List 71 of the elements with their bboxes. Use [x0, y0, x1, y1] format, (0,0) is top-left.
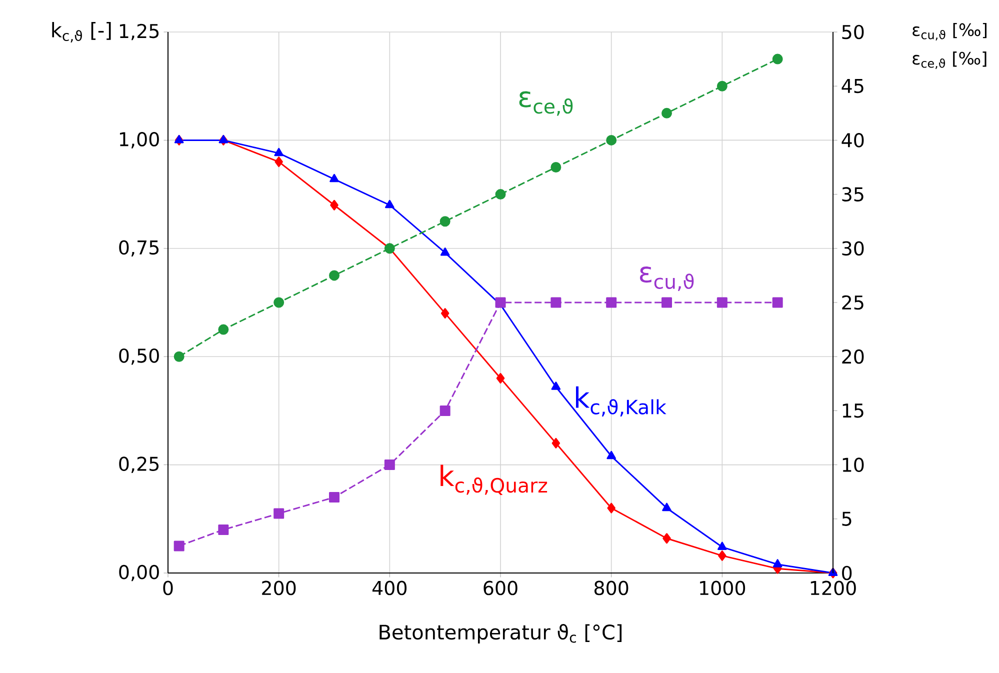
y-tick-label: 0,25 [119, 456, 159, 473]
point [716, 297, 728, 308]
y2-tick-label: 35 [842, 187, 864, 202]
point [662, 533, 671, 544]
y2-tick-label: 50 [842, 24, 864, 40]
x-tick-label: 800 [594, 580, 628, 596]
point [662, 502, 672, 512]
y2-tick-label: 40 [842, 133, 864, 148]
point [606, 134, 617, 146]
point [330, 174, 339, 182]
point [606, 297, 617, 308]
point [274, 297, 284, 308]
point [218, 524, 229, 535]
point [662, 297, 672, 308]
point [551, 382, 561, 390]
point [496, 372, 505, 384]
point [174, 540, 184, 552]
point [329, 270, 340, 281]
y2-tick-label: 25 [842, 295, 864, 310]
y2-tick-label: 0 [842, 566, 852, 580]
point [174, 351, 184, 362]
y-tick-label: 0,75 [119, 240, 159, 257]
point [384, 460, 395, 470]
x-tick-label: 0 [163, 580, 173, 596]
y2-tick-label: 10 [842, 458, 864, 472]
y-tick-label: 0,50 [119, 348, 159, 365]
y2-tick-label: 20 [842, 349, 864, 364]
x-tick-label: 1200 [810, 580, 856, 596]
point [495, 189, 506, 200]
point [440, 405, 450, 416]
point [772, 297, 783, 308]
point [550, 297, 562, 308]
series-label: k$_{c,ϑ,Quarz}$ [440, 464, 548, 495]
x-tick-label: 200 [262, 580, 296, 596]
point [274, 508, 284, 519]
point [716, 80, 728, 92]
point [606, 450, 616, 460]
point [607, 502, 616, 514]
y-axis-title: k$_{c,ϑ}$ [-] [52, 22, 111, 42]
y-tick-label: 1,25 [120, 24, 159, 40]
point [385, 200, 394, 208]
point [718, 542, 727, 550]
point [662, 108, 672, 118]
y2-tick-label: 5 [842, 512, 852, 526]
y2-tick-label: 45 [842, 79, 864, 94]
x-axis-title: Betontemperatur ϑ$_{c}$ [°C] [380, 624, 622, 644]
series-label: k$_{c,ϑ,Kalk}$ [576, 386, 666, 416]
point [330, 200, 338, 210]
x-tick-label: 600 [484, 580, 518, 596]
point [772, 54, 783, 64]
point [274, 156, 283, 168]
point [440, 247, 450, 256]
point [440, 308, 450, 319]
x-tick-label: 400 [372, 580, 407, 596]
point [218, 324, 229, 335]
point [718, 550, 726, 561]
y2-tick-label: 30 [842, 241, 864, 256]
point [329, 492, 340, 503]
series-label: ε$_{cu,ϑ}$ [640, 266, 694, 291]
series-label: ε$_{ce,ϑ}$ [519, 91, 573, 116]
point [440, 216, 450, 227]
point [772, 559, 782, 568]
y2-tick-label: 15 [842, 404, 864, 418]
text: ε$_{ce,ϑ}$ [‰] [912, 52, 986, 70]
point [552, 438, 560, 448]
point [274, 148, 284, 156]
x-tick-label: 1000 [700, 580, 746, 596]
y-tick-label: 1,00 [120, 132, 159, 148]
point [550, 162, 562, 173]
y-tick-label: 0,00 [119, 564, 159, 582]
y2-axis-title: ε$_{cu,ϑ}$ [‰] [912, 22, 986, 40]
